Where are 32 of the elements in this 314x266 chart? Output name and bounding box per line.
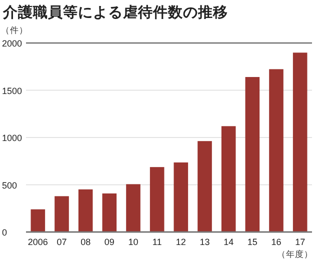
y-tick-label: 1000 — [2, 133, 22, 143]
bar — [292, 52, 308, 232]
bar — [78, 189, 93, 232]
y-tick-label: 0 — [2, 228, 8, 238]
bar — [30, 209, 46, 232]
bar — [269, 69, 284, 232]
bar — [54, 196, 69, 232]
x-tick-label: 08 — [80, 237, 91, 247]
x-tick-label: 15 — [247, 237, 258, 247]
x-tick-label: 14 — [224, 237, 234, 247]
x-axis-title: （年度） — [277, 249, 313, 259]
x-tick-label: 12 — [176, 237, 186, 247]
x-tick-label: 2006 — [28, 237, 48, 247]
x-tick-label: 16 — [271, 237, 282, 247]
bar — [198, 141, 212, 232]
bar — [126, 184, 140, 232]
bar — [245, 77, 260, 232]
x-tick-label: 11 — [152, 237, 162, 247]
bar — [150, 167, 164, 232]
bar — [221, 126, 236, 232]
x-tick-label: 17 — [295, 237, 306, 247]
x-tick-label: 09 — [104, 237, 114, 247]
x-tick-label: 07 — [56, 237, 67, 247]
bar — [102, 193, 117, 232]
bar — [174, 162, 188, 232]
y-axis-title: （件） — [1, 25, 28, 35]
y-tick-label: 500 — [2, 180, 18, 190]
x-tick-label: 10 — [128, 237, 138, 247]
x-tick-label: 13 — [200, 237, 210, 247]
y-tick-label: 2000 — [2, 38, 22, 48]
chart-title: 介護職員等による虐待件数の推移 — [2, 4, 228, 21]
y-tick-label: 1500 — [2, 86, 22, 96]
